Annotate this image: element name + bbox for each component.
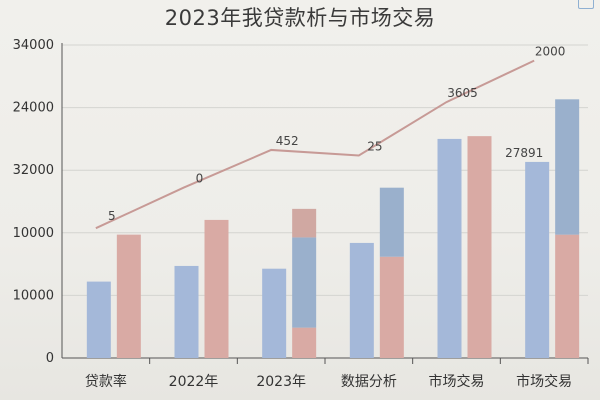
y-tick-label: 24000 [13,101,54,116]
data-label: 0 [196,172,204,186]
bar-series-1 [174,265,199,358]
data-label: 25 [367,139,382,153]
x-category-label: 2022年 [169,374,219,390]
data-label: 3605 [447,86,478,100]
chart-title: 2023年我贷款析与市场交易 [164,6,436,30]
data-label: 5 [108,209,116,223]
bar-series-4 [292,208,317,238]
x-category-label: 贷款率 [85,373,127,390]
document-icon [578,0,594,9]
bar-series-1 [262,268,287,358]
bar-series-2 [555,234,580,358]
x-category-label: 市场交易 [429,373,485,390]
y-tick-label: 32000 [13,163,54,178]
bar-series-1 [86,281,111,358]
x-category-label: 2023年 [256,374,306,390]
x-category-label: 市场交易 [516,373,572,390]
trend-line [95,59,535,230]
bar-series-2 [379,256,404,358]
bar-series-1 [525,161,550,358]
bar-series-3 [292,237,317,328]
y-tick-label: 10000 [13,288,54,303]
data-label: 2000 [535,45,566,59]
data-label: 27891 [505,146,543,160]
x-category-label: 数据分析 [341,374,397,390]
bar-series-2 [116,234,141,358]
y-tick-label: 0 [46,351,54,366]
bar-series-3 [379,187,404,257]
bar-series-3 [555,99,580,235]
bar-series-2 [292,327,317,358]
bar-series-2 [204,219,229,358]
y-tick-label: 10000 [13,226,54,241]
bar-series-1 [437,138,462,358]
data-label: 452 [276,134,299,148]
y-tick-label: 34000 [13,38,54,53]
bar-series-2 [467,136,492,358]
bar-series-1 [349,242,374,358]
